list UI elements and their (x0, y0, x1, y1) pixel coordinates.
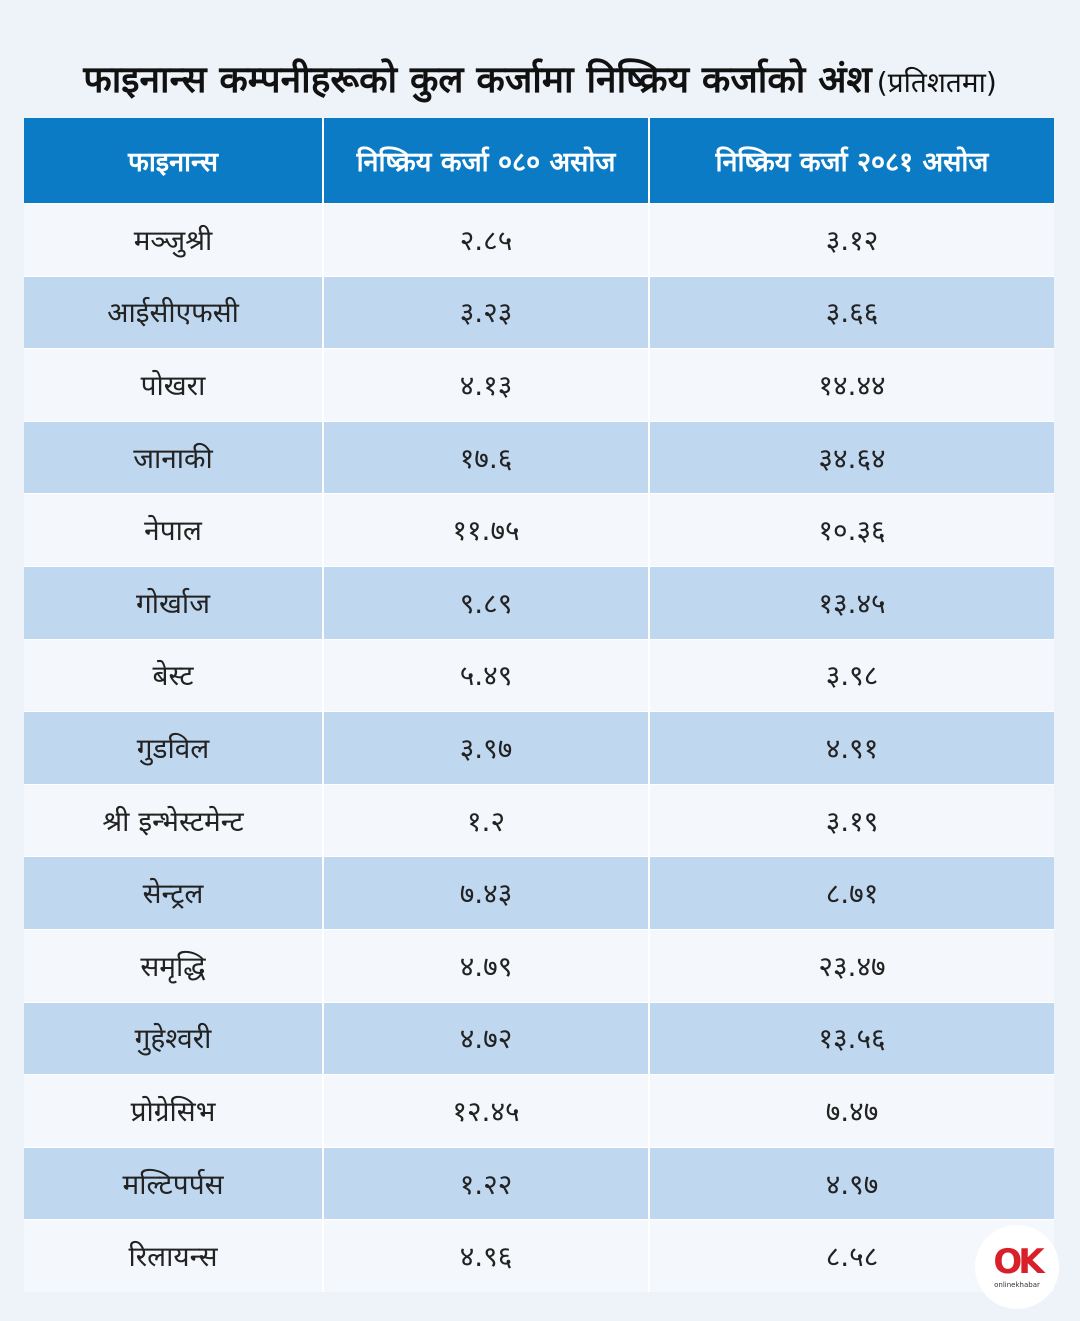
finance-name-cell: मञ्जुश्री (24, 203, 324, 276)
table-row: समृद्धि ४.७९ २३.४७ (24, 928, 1054, 1002)
finance-name-cell: गुडविल (24, 711, 324, 784)
npl-080-cell: ५.४९ (324, 638, 650, 712)
npl-080-cell: ७.४३ (324, 856, 650, 929)
finance-name-cell: बेस्ट (24, 638, 324, 712)
table-row: प्रोग्रेसिभ १२.४५ ७.४७ (24, 1074, 1054, 1147)
table-row: सेन्ट्रल ७.४३ ८.७१ (24, 856, 1054, 929)
table-row: गोर्खाज ९.८९ १३.४५ (24, 565, 1054, 639)
npl-080-cell: १.२२ (324, 1146, 650, 1220)
npl-081-cell: ३४.६४ (650, 420, 1054, 494)
finance-name-cell: प्रोग्रेसिभ (24, 1074, 324, 1147)
npl-table: फाइनान्स निष्क्रिय कर्जा ०८० असोज निष्क्… (24, 118, 1054, 1292)
npl-081-cell: २३.४७ (650, 928, 1054, 1002)
npl-081-cell: १३.४५ (650, 565, 1054, 639)
npl-080-cell: ४.१३ (324, 348, 650, 421)
npl-081-cell: ३.६६ (650, 275, 1054, 349)
table-row: गुडविल ३.९७ ४.९१ (24, 711, 1054, 784)
finance-name-cell: गुहेश्वरी (24, 1001, 324, 1075)
finance-name-cell: समृद्धि (24, 928, 324, 1002)
npl-080-cell: १७.६ (324, 420, 650, 494)
finance-name-cell: रिलायन्स (24, 1219, 324, 1292)
header-npl-080: निष्क्रिय कर्जा ०८० असोज (324, 118, 650, 203)
table-row: रिलायन्स ४.९६ ८.५८ (24, 1219, 1054, 1292)
npl-080-cell: १२.४५ (324, 1074, 650, 1147)
npl-081-cell: १३.५६ (650, 1001, 1054, 1075)
table-row: मञ्जुश्री २.८५ ३.१२ (24, 203, 1054, 276)
npl-081-cell: ८.५८ (650, 1219, 1054, 1292)
npl-081-cell: ३.९८ (650, 638, 1054, 712)
header-finance: फाइनान्स (24, 118, 324, 203)
npl-080-cell: १.२ (324, 783, 650, 857)
finance-name-cell: गोर्खाज (24, 565, 324, 639)
title-unit: (प्रतिशतमा) (876, 66, 997, 99)
npl-080-cell: ९.८९ (324, 565, 650, 639)
npl-081-cell: ३.१९ (650, 783, 1054, 857)
table-row: आईसीएफसी ३.२३ ३.६६ (24, 275, 1054, 349)
npl-080-cell: ४.७२ (324, 1001, 650, 1075)
npl-081-cell: १०.३६ (650, 493, 1054, 566)
npl-081-cell: ३.१२ (650, 203, 1054, 276)
npl-080-cell: ३.२३ (324, 275, 650, 349)
header-npl-081: निष्क्रिय कर्जा २०८१ असोज (715, 147, 989, 178)
table-header-row: फाइनान्स निष्क्रिय कर्जा ०८० असोज निष्क्… (24, 118, 1054, 203)
npl-080-cell: ११.७५ (324, 493, 650, 566)
table-row: पोखरा ४.१३ १४.४४ (24, 348, 1054, 421)
finance-name-cell: पोखरा (24, 348, 324, 421)
finance-name-cell: मल्टिपर्पस (24, 1146, 324, 1220)
title-main: फाइनान्स कम्पनीहरूको कुल कर्जामा निष्क्र… (83, 58, 872, 101)
table-row: बेस्ट ५.४९ ३.९८ (24, 638, 1054, 712)
table-body: मञ्जुश्री २.८५ ३.१२ आईसीएफसी ३.२३ ३.६६ पोखरा ४.… (24, 203, 1054, 1292)
logo-word: onlinekhabar (994, 1281, 1040, 1289)
npl-081-cell: ४.९१ (650, 711, 1054, 784)
finance-name-cell: श्री इन्भेस्टमेन्ट (24, 783, 324, 857)
npl-080-cell: ४.९६ (324, 1219, 650, 1292)
table-row: गुहेश्वरी ४.७२ १३.५६ (24, 1001, 1054, 1075)
finance-name-cell: नेपाल (24, 493, 324, 566)
npl-081-cell: ४.९७ (650, 1146, 1054, 1220)
npl-081-cell: १४.४४ (650, 348, 1054, 421)
npl-080-cell: २.८५ (324, 203, 650, 276)
finance-name-cell: आईसीएफसी (24, 275, 324, 349)
finance-name-cell: सेन्ट्रल (24, 856, 324, 929)
npl-080-cell: ३.९७ (324, 711, 650, 784)
table-row: श्री इन्भेस्टमेन्ट १.२ ३.१९ (24, 783, 1054, 857)
page-title: फाइनान्स कम्पनीहरूको कुल कर्जामा निष्क्र… (0, 52, 1080, 103)
npl-081-cell: ८.७१ (650, 856, 1054, 929)
finance-name-cell: जानाकी (24, 420, 324, 494)
npl-080-cell: ४.७९ (324, 928, 650, 1002)
onlinekhabar-logo: OK onlinekhabar (975, 1225, 1059, 1309)
table-row: जानाकी १७.६ ३४.६४ (24, 420, 1054, 494)
table-row: नेपाल ११.७५ १०.३६ (24, 493, 1054, 566)
table-row: मल्टिपर्पस १.२२ ४.९७ (24, 1146, 1054, 1220)
npl-081-cell: ७.४७ (650, 1074, 1054, 1147)
logo-mark: OK (993, 1242, 1044, 1282)
